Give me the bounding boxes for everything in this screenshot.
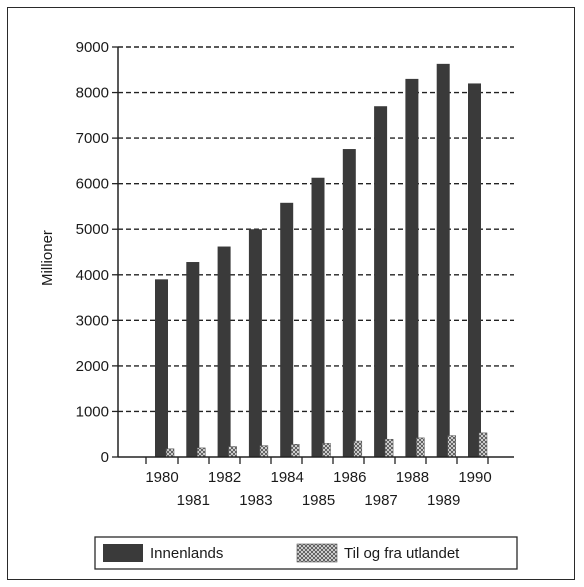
bar-innenlands: [436, 63, 450, 457]
x-tick-label: 1987: [364, 492, 397, 509]
bar-utlandet: [197, 447, 206, 458]
bar-utlandet: [290, 443, 300, 458]
bar-innenlands: [217, 246, 231, 457]
x-tick-label: 1984: [271, 469, 304, 486]
y-tick-label: 4000: [76, 267, 109, 284]
bar-innenlands: [311, 177, 325, 457]
bar-innenlands: [155, 279, 168, 457]
bar-utlandet: [353, 440, 363, 458]
y-tick-label: 7000: [76, 130, 109, 147]
bar-innenlands: [186, 262, 200, 457]
bar-innenlands: [468, 83, 481, 457]
y-tick-label: 2000: [76, 358, 109, 375]
y-tick-label: 1000: [76, 403, 109, 420]
x-tick-label: 1989: [427, 492, 460, 509]
bar-utlandet: [478, 432, 488, 458]
bar-utlandet: [447, 435, 456, 458]
chart-frame: [7, 7, 575, 580]
bar-innenlands: [374, 106, 388, 457]
x-tick-label: 1990: [458, 469, 491, 486]
bar-utlandet: [322, 443, 331, 458]
bar-innenlands: [248, 229, 262, 457]
x-tick-label: 1981: [177, 492, 210, 509]
legend-swatch-innenlands: [103, 544, 143, 562]
bar-innenlands: [280, 202, 294, 457]
y-axis-title: Millioner: [39, 230, 56, 286]
y-tick-label: 3000: [76, 312, 109, 329]
bar-innenlands: [342, 149, 356, 458]
x-tick-label: 1985: [302, 492, 335, 509]
legend-label-utlandet: Til og fra utlandet: [344, 545, 460, 562]
bar-utlandet: [416, 437, 425, 458]
legend-swatch-utlandet: [296, 543, 338, 563]
x-tick-label: 1980: [145, 469, 178, 486]
x-tick-label: 1983: [239, 492, 272, 509]
y-tick-label: 5000: [76, 221, 109, 238]
x-tick-label: 1988: [396, 469, 429, 486]
y-tick-label: 6000: [76, 176, 109, 193]
y-tick-label: 0: [101, 449, 109, 466]
legend: Innenlands Til og fra utlandet: [94, 536, 518, 570]
bars: [155, 63, 488, 458]
bar-utlandet: [228, 446, 237, 458]
bar-utlandet: [384, 438, 394, 458]
x-tick-label: 1986: [333, 469, 366, 486]
y-tick-label: 8000: [76, 85, 109, 102]
bar-utlandet: [259, 445, 269, 458]
legend-label-innenlands: Innenlands: [150, 545, 223, 562]
axes: 0 1000 2000 3000 4000 5000 6000 7000 8000 9000 198…: [76, 39, 514, 509]
x-tick-label: 1982: [208, 469, 241, 486]
bar-innenlands: [405, 78, 419, 457]
bar-utlandet: [165, 448, 175, 458]
y-tick-label: 9000: [76, 39, 109, 56]
